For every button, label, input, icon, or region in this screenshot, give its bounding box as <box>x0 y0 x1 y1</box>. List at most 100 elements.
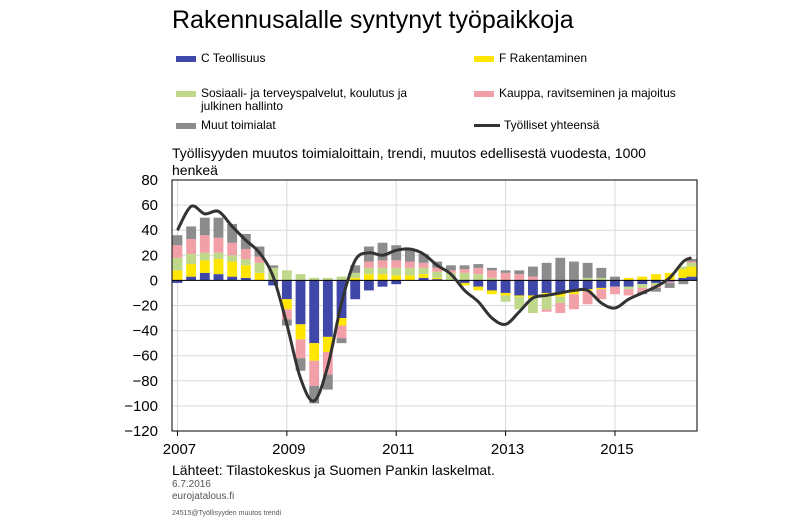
bar-segment <box>473 274 484 281</box>
legend-swatch-teollisuus <box>176 56 196 62</box>
bar-stacks <box>172 217 697 404</box>
legend-swatch-muut <box>176 123 196 129</box>
bar-segment <box>268 265 279 268</box>
bar-segment <box>445 272 456 281</box>
bar-segment <box>569 294 579 310</box>
bar-segment <box>213 237 224 253</box>
bar-segment <box>240 249 251 260</box>
y-tick-label: −60 <box>133 348 158 365</box>
bar-segment <box>363 274 374 281</box>
bar-segment <box>309 277 320 281</box>
legend-swatch-rakentaminen <box>474 56 494 62</box>
bar-segment <box>172 235 183 246</box>
bar-segment <box>473 286 484 291</box>
bar-segment <box>309 343 320 361</box>
legend-item-tyolliset: Työlliset yhteensä <box>474 119 599 132</box>
bar-segment <box>664 281 675 283</box>
bar-segment <box>487 267 497 271</box>
site-note: eurojatalous.fi <box>172 491 235 502</box>
bar-segment <box>322 374 333 390</box>
bar-segment <box>664 280 675 282</box>
bar-segment <box>377 242 388 261</box>
bar-segment <box>651 274 661 281</box>
bar-segment <box>281 299 292 310</box>
bar-segment <box>199 235 210 253</box>
bar-segment <box>350 280 361 300</box>
bar-segment <box>623 280 634 287</box>
code-note: 24515@Työllisyyden muutos trendi <box>172 510 282 517</box>
plot-border <box>171 179 698 432</box>
bar-segment <box>596 289 607 300</box>
bar-segment <box>322 280 333 337</box>
bar-segment <box>377 267 388 275</box>
y-tick-label: 20 <box>141 247 158 264</box>
x-tick-label: 2011 <box>382 441 414 458</box>
bar-segment <box>172 270 183 281</box>
x-tick-label: 2013 <box>491 441 524 458</box>
legend-item-kauppa: Kauppa, ravitseminen ja majoitus <box>474 87 676 100</box>
bar-segment <box>227 276 238 281</box>
bar-segment <box>514 274 525 281</box>
bar-segment <box>213 274 224 281</box>
bar-segment <box>487 290 497 295</box>
bar-segment <box>404 261 415 268</box>
bar-segment <box>186 238 197 255</box>
bar-segment <box>404 275 415 281</box>
bar-segment <box>281 270 292 281</box>
bar-segment <box>254 262 265 273</box>
y-tick-label: −40 <box>133 323 158 340</box>
bar-segment <box>610 276 620 281</box>
bar-segment <box>172 257 183 271</box>
bar-segment <box>637 276 648 281</box>
bar-segment <box>418 274 429 278</box>
bar-segment <box>541 309 552 312</box>
bar-segment <box>377 280 388 287</box>
bar-segment <box>473 264 484 268</box>
x-axis-ticks: 2007 2009 2011 2013 2015 <box>163 431 634 458</box>
bar-segment <box>555 292 566 297</box>
bar-segment <box>623 286 634 290</box>
bar-segment <box>213 252 224 260</box>
bar-segment <box>322 336 333 352</box>
bar-segment <box>473 280 484 287</box>
y-tick-label: 60 <box>141 197 158 214</box>
y-tick-label: 0 <box>150 272 158 289</box>
bar-segment <box>541 280 552 293</box>
y-axis-ticks: 80 60 40 20 0 −20 −40 −60 −80 −100 −120 <box>124 172 158 440</box>
bar-segment <box>404 267 415 276</box>
bar-segment <box>432 271 443 278</box>
bar-segment <box>295 274 306 281</box>
bar-segment <box>309 385 320 404</box>
bar-segment <box>418 277 429 281</box>
y-tick-label: −80 <box>133 373 158 390</box>
bar-segment <box>555 296 566 303</box>
bar-segment <box>213 259 224 275</box>
bar-segment <box>596 287 607 290</box>
bar-segment <box>500 295 511 302</box>
bar-segment <box>363 261 374 268</box>
bar-segment <box>227 261 238 277</box>
bar-segment <box>295 280 306 325</box>
bar-segment <box>459 272 470 281</box>
legend-swatch-sosiaali <box>176 91 196 97</box>
bar-segment <box>391 275 402 281</box>
bar-segment <box>623 277 634 281</box>
bar-segment <box>199 217 210 236</box>
x-tick-label: 2007 <box>163 441 196 458</box>
bar-segment <box>391 267 402 276</box>
bar-segment <box>172 280 183 283</box>
bar-segment <box>336 338 347 344</box>
bar-segment <box>186 276 197 281</box>
bar-segment <box>528 297 538 314</box>
bar-segment <box>500 280 511 293</box>
bar-segment <box>186 264 197 277</box>
bar-segment <box>418 262 429 268</box>
bar-segment <box>487 280 497 291</box>
legend-label-muut: Muut toimialat <box>201 118 276 132</box>
bar-segment <box>569 290 579 295</box>
bar-segment <box>637 287 648 292</box>
bar-segment <box>445 265 456 271</box>
bar-segment <box>186 226 197 239</box>
bar-segment <box>678 269 689 278</box>
